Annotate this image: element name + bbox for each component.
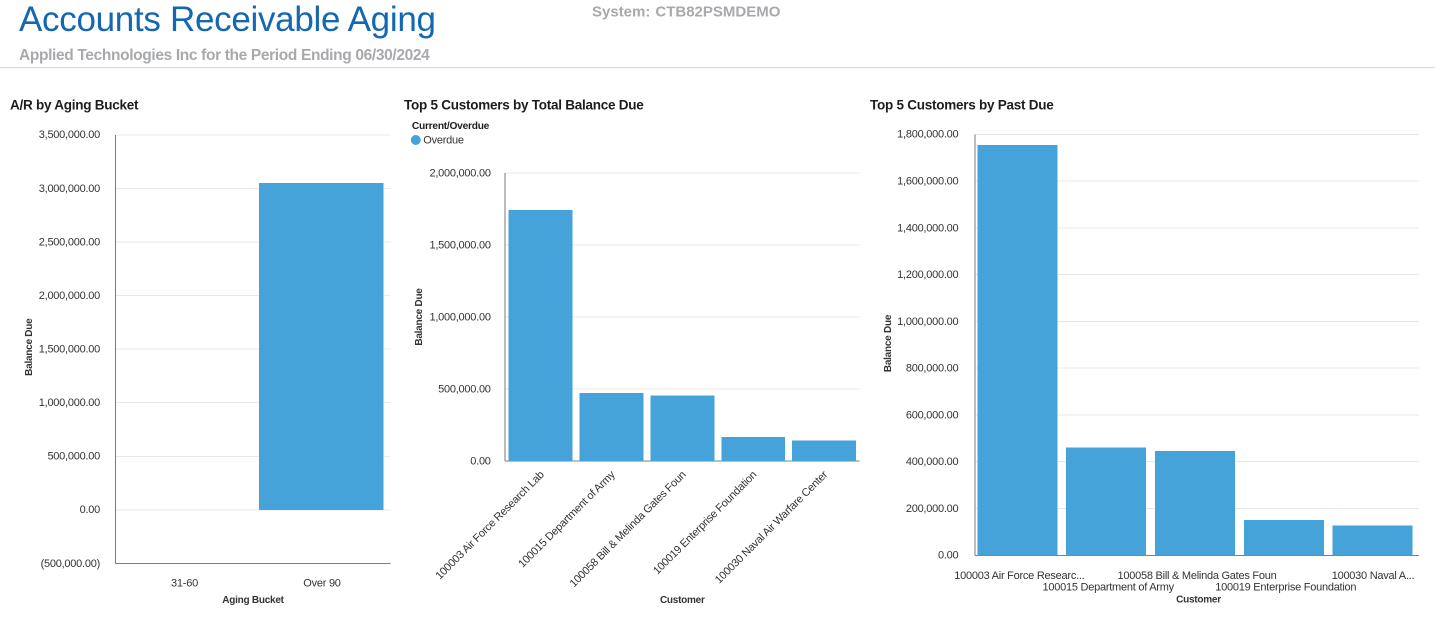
- svg-text:Aging Bucket: Aging Bucket: [222, 595, 284, 606]
- svg-text:1,000,000.00: 1,000,000.00: [429, 311, 490, 323]
- svg-text:100003 Air Force Researc...: 100003 Air Force Researc...: [954, 570, 1084, 582]
- svg-text:400,000.00: 400,000.00: [906, 456, 959, 468]
- svg-text:100030 Naval Air Warfare Cente: 100030 Naval Air Warfare Center: [713, 469, 831, 587]
- svg-text:Over 90: Over 90: [303, 578, 341, 590]
- svg-text:1,800,000.00: 1,800,000.00: [897, 129, 958, 141]
- svg-text:3,500,000.00: 3,500,000.00: [39, 129, 100, 141]
- svg-text:3,000,000.00: 3,000,000.00: [39, 183, 100, 195]
- svg-text:Applied Technologies Inc for t: Applied Technologies Inc for the Period …: [19, 47, 430, 64]
- svg-text:31-60: 31-60: [171, 578, 198, 590]
- svg-text:0.00: 0.00: [80, 504, 101, 516]
- svg-text:100015 Department of Army: 100015 Department of Army: [1043, 582, 1175, 594]
- svg-text:1,500,000.00: 1,500,000.00: [39, 344, 100, 356]
- svg-text:Overdue: Overdue: [423, 135, 464, 147]
- svg-text:A/R by Aging Bucket: A/R by Aging Bucket: [10, 98, 139, 113]
- svg-text:Top 5 Customers by Past Due: Top 5 Customers by Past Due: [870, 98, 1054, 113]
- svg-text:100019 Enterprise Foundation: 100019 Enterprise Foundation: [1215, 582, 1356, 594]
- svg-text:Accounts Receivable Aging: Accounts Receivable Aging: [19, 0, 436, 39]
- svg-text:Customer: Customer: [1176, 595, 1221, 606]
- svg-text:2,500,000.00: 2,500,000.00: [39, 236, 100, 248]
- svg-text:2,000,000.00: 2,000,000.00: [39, 290, 100, 302]
- svg-text:Balance Due: Balance Due: [414, 288, 425, 346]
- svg-text:1,400,000.00: 1,400,000.00: [897, 222, 958, 234]
- svg-text:1,600,000.00: 1,600,000.00: [897, 176, 958, 188]
- svg-text:500,000.00: 500,000.00: [47, 451, 100, 463]
- svg-text:1,000,000.00: 1,000,000.00: [897, 316, 958, 328]
- svg-text:0.00: 0.00: [470, 455, 491, 467]
- svg-text:(500,000.00): (500,000.00): [41, 558, 100, 570]
- svg-text:Balance Due: Balance Due: [24, 318, 35, 376]
- svg-text:1,500,000.00: 1,500,000.00: [429, 239, 490, 251]
- svg-text:200,000.00: 200,000.00: [906, 503, 959, 515]
- svg-text:Top 5 Customers by Total Balan: Top 5 Customers by Total Balance Due: [404, 98, 644, 113]
- svg-text:CTB82PSMDEMO: CTB82PSMDEMO: [655, 3, 780, 20]
- svg-text:Current/Overdue: Current/Overdue: [412, 121, 490, 132]
- svg-text:100058 Bill & Melinda Gates Fo: 100058 Bill & Melinda Gates Foun: [568, 469, 689, 590]
- svg-text:500,000.00: 500,000.00: [438, 383, 491, 395]
- svg-text:Balance Due: Balance Due: [883, 314, 894, 372]
- svg-text:System:: System:: [592, 3, 650, 20]
- svg-text:1,000,000.00: 1,000,000.00: [39, 397, 100, 409]
- svg-text:Customer: Customer: [660, 595, 705, 606]
- svg-text:100058 Bill & Melinda Gates Fo: 100058 Bill & Melinda Gates Foun: [1118, 570, 1277, 582]
- svg-text:600,000.00: 600,000.00: [906, 409, 959, 421]
- svg-text:2,000,000.00: 2,000,000.00: [429, 168, 490, 180]
- svg-text:1,200,000.00: 1,200,000.00: [897, 269, 958, 281]
- svg-text:0.00: 0.00: [938, 550, 959, 562]
- svg-text:800,000.00: 800,000.00: [906, 363, 959, 375]
- svg-text:100030 Naval A...: 100030 Naval A...: [1332, 570, 1415, 582]
